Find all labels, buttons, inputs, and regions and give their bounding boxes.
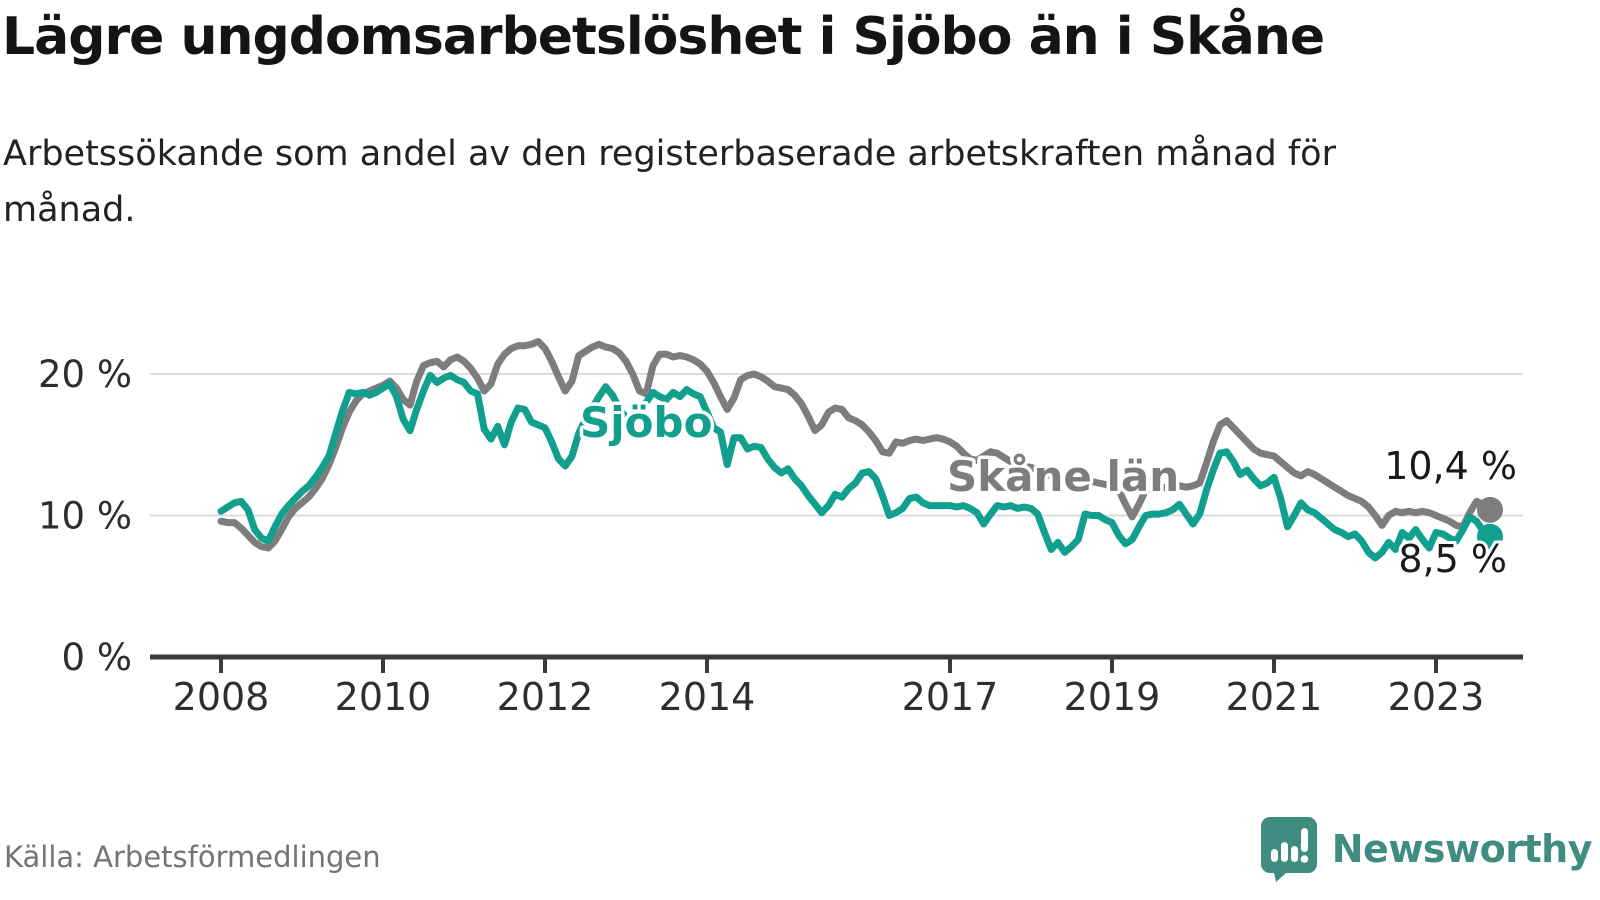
- x-tick-label-2019: 2019: [1064, 675, 1161, 719]
- newsworthy-logo: Newsworthy: [1260, 816, 1593, 882]
- x-tick-label-2023: 2023: [1388, 675, 1485, 719]
- page-subtitle: Arbetssökande som andel av den registerb…: [3, 134, 1336, 230]
- x-tick-label-2014: 2014: [659, 675, 756, 719]
- series-label-skane-lan: Skåne län: [947, 452, 1179, 501]
- series-end-value-skane-lan: 10,4 %: [1384, 444, 1517, 488]
- x-tick-label-2017: 2017: [902, 675, 999, 719]
- y-tick-label-20: 20 %: [38, 353, 132, 396]
- page-title: Lägre ungdomsarbetslöshet i Sjöbo än i S…: [2, 7, 1325, 67]
- y-tick-label-10: 10 %: [38, 495, 132, 538]
- series-end-dot-sjobo: [1476, 523, 1503, 550]
- x-tick-label-2008: 2008: [173, 675, 270, 719]
- source-note: Källa: Arbetsförmedlingen: [4, 840, 381, 874]
- series-end-value-sjobo: 8,5 %: [1398, 537, 1507, 581]
- y-tick-label-0: 0 %: [62, 636, 132, 679]
- series-label-sjobo: Sjöbo: [580, 398, 712, 447]
- x-tick-label-2012: 2012: [497, 675, 594, 719]
- x-tick-label-2010: 2010: [335, 675, 432, 719]
- x-tick-label-2021: 2021: [1226, 675, 1323, 719]
- series-line-skane-lan: [217, 338, 1494, 552]
- newsworthy-wordmark: Newsworthy: [1331, 827, 1593, 871]
- series-line-sjobo: [217, 371, 1494, 562]
- newsworthy-logo-icon: [1260, 817, 1317, 882]
- series-end-dot-skane-lan: [1476, 496, 1503, 523]
